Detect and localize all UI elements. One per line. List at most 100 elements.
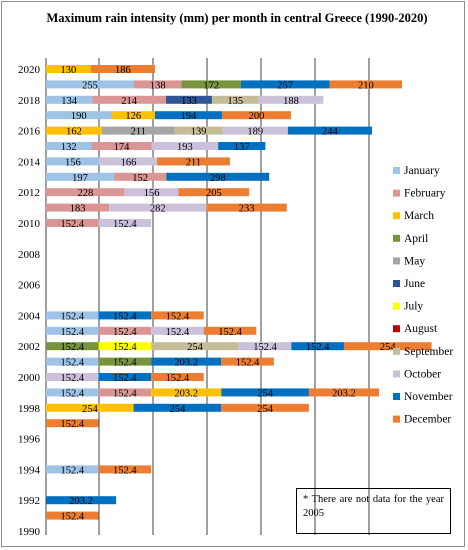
- bar-segment-october: [124, 188, 179, 197]
- bar-segment-february: [91, 142, 152, 150]
- data-label: 203.2: [174, 358, 198, 369]
- chart-grid: [45, 58, 370, 535]
- legend-label-january: January: [404, 165, 440, 177]
- legend-label-september: September: [404, 346, 453, 358]
- data-label: 134: [61, 96, 78, 107]
- data-label: 152.4: [113, 465, 137, 476]
- bar-segment-february: [46, 219, 99, 227]
- bar-segment-november: [46, 496, 117, 505]
- bar-segment-february: [98, 326, 152, 335]
- data-label: 228: [77, 188, 93, 199]
- bar-segment-january: [46, 357, 99, 366]
- y-tick-label: 1998: [18, 403, 41, 415]
- bar-segment-february: [46, 188, 125, 197]
- bar-segment-november: [155, 111, 222, 120]
- bar-segment-november: [98, 373, 152, 381]
- bar-segment-december: [157, 157, 230, 166]
- data-label: 205: [206, 188, 222, 199]
- data-label: 152.4: [253, 342, 277, 353]
- chart-title: Maximum rain intensity (mm) per month in…: [46, 11, 428, 25]
- data-label: 139: [191, 127, 207, 138]
- bar-segment-march: [46, 403, 134, 412]
- bar-segment-september: [151, 342, 239, 351]
- chart-bars: 130 186 255 138 172 257 210 134 214 133 135 188 190 1…: [46, 65, 432, 523]
- bar-segment-november: [291, 342, 344, 351]
- y-tick-label: 1994: [18, 464, 41, 476]
- data-label: 255: [82, 80, 98, 91]
- data-label: 186: [115, 65, 131, 76]
- legend-swatch-july: [393, 302, 400, 310]
- bar-segment-march: [111, 111, 156, 120]
- data-label: 137: [234, 142, 250, 153]
- legend-label-may: May: [404, 255, 425, 267]
- data-label: 166: [121, 157, 137, 168]
- bar-segment-september: [174, 126, 223, 135]
- legend-swatch-december: [393, 415, 400, 423]
- legend-label-april: April: [404, 233, 428, 245]
- bar-segment-december: [221, 403, 309, 412]
- bar-segment-december: [90, 65, 156, 73]
- legend-swatch-september: [393, 347, 400, 355]
- bar-segment-october: [109, 203, 207, 212]
- data-label: 152.4: [60, 373, 84, 384]
- data-label: 152.4: [166, 327, 190, 338]
- data-label: 152.4: [60, 219, 84, 230]
- data-label: 152.4: [113, 219, 137, 230]
- data-label: 189: [247, 127, 263, 138]
- data-label: 152.4: [60, 342, 84, 353]
- bar-segment-may: [101, 126, 175, 135]
- chart-legend: January February March April May June July Augu…: [393, 163, 463, 433]
- data-label: 211: [186, 157, 201, 168]
- bar-segment-october: [151, 142, 219, 150]
- bar-segment-october: [258, 95, 324, 104]
- data-label: 254: [82, 404, 99, 415]
- data-label: 152.4: [113, 358, 137, 369]
- data-label: 152.4: [113, 373, 137, 384]
- y-tick-label: 2006: [18, 280, 41, 292]
- data-label: 254: [257, 388, 274, 399]
- bar-segment-december: [329, 80, 403, 89]
- legend-swatch-march: [393, 212, 400, 220]
- data-label: 193: [177, 142, 193, 153]
- bar-segment-december: [46, 419, 99, 428]
- y-tick-label: 2014: [18, 156, 41, 168]
- legend-swatch-november: [393, 393, 400, 400]
- bar-segment-january: [46, 465, 99, 474]
- legend-swatch-august: [393, 325, 400, 333]
- legend-label-june: June: [404, 278, 425, 290]
- bar-segment-december: [151, 311, 204, 320]
- data-label: 194: [181, 111, 198, 122]
- data-label: 152.4: [60, 327, 84, 338]
- y-tick-label: 2008: [18, 249, 41, 261]
- data-label: 203.2: [174, 388, 198, 399]
- data-label: 152.4: [60, 465, 84, 476]
- bar-segment-december: [151, 373, 204, 381]
- data-label: 130: [61, 65, 77, 76]
- bar-segment-october: [238, 342, 292, 351]
- y-tick-label: 1990: [18, 526, 41, 538]
- bar-segment-january: [46, 111, 112, 120]
- data-label: 152.4: [60, 512, 84, 523]
- data-label: 298: [210, 173, 226, 184]
- legend-label-october: October: [404, 368, 441, 380]
- legend-swatch-june: [393, 280, 400, 287]
- bar-segment-january: [46, 388, 99, 397]
- data-label: 152.4: [218, 327, 242, 338]
- bar-segment-april: [98, 357, 152, 366]
- bar-segment-december: [343, 342, 432, 351]
- data-label: 162: [66, 127, 82, 138]
- legend-swatch-january: [393, 167, 400, 174]
- bar-segment-march: [151, 388, 222, 397]
- bar-segment-november: [218, 142, 266, 150]
- bar-segment-march: [46, 126, 102, 135]
- bar-segment-december: [221, 357, 274, 366]
- bar-segment-december: [203, 326, 257, 335]
- data-label: 152.4: [60, 358, 84, 369]
- data-label: 152.4: [236, 358, 260, 369]
- data-label: 135: [227, 96, 243, 107]
- data-label: 257: [277, 80, 293, 91]
- bar-segment-march: [46, 65, 91, 73]
- data-label: 188: [283, 96, 299, 107]
- bar-segment-november: [221, 388, 309, 397]
